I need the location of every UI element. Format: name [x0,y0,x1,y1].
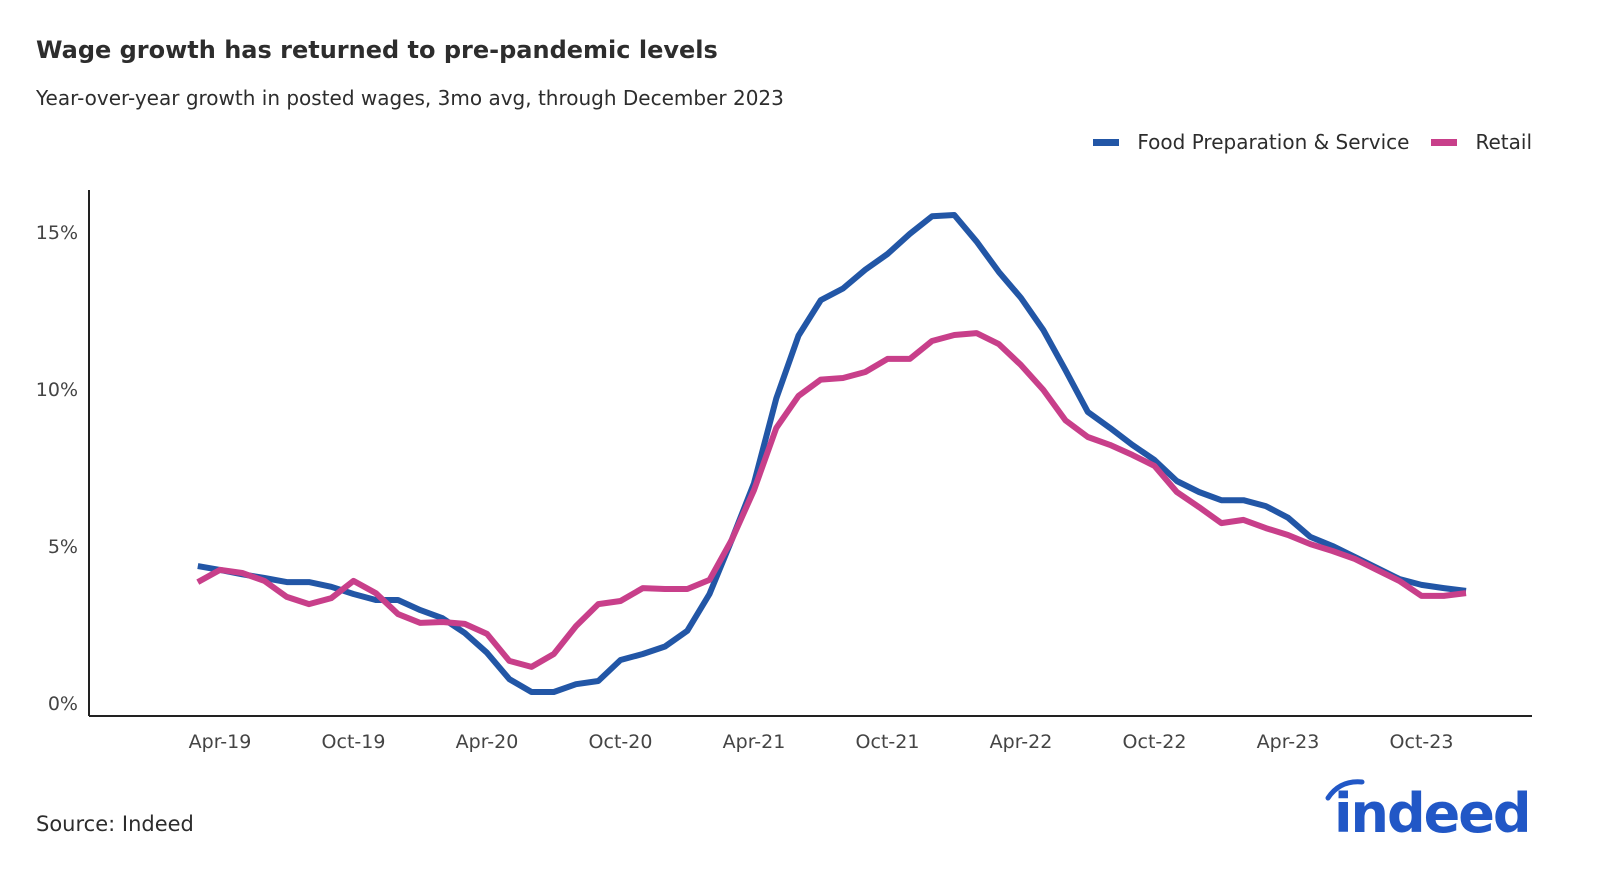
legend-label-food: Food Preparation & Service [1137,130,1410,154]
series-line-food-preparation [197,212,1467,695]
legend-swatch-food [1093,138,1120,146]
svg-text:indeed: indeed [1334,782,1530,838]
x-tick-label: Oct-19 [322,731,386,753]
x-tick-label: Oct-21 [856,731,920,753]
legend-item-food: Food Preparation & Service [1093,130,1409,154]
y-tick-label: 10% [36,379,78,401]
y-tick-label: 5% [48,536,78,558]
legend: Food Preparation & Service Retail [1071,130,1532,154]
x-tick-label: Oct-20 [589,731,653,753]
x-tick-label: Apr-19 [189,731,252,753]
legend-label-retail: Retail [1475,130,1532,154]
x-tick-label: Oct-23 [1390,731,1454,753]
indeed-logo: indeed [1324,776,1534,845]
source-note: Source: Indeed [36,812,194,836]
legend-swatch-retail [1431,138,1458,146]
y-tick-label: 15% [36,222,78,244]
chart-title: Wage growth has returned to pre-pandemic… [36,36,718,64]
series-points-retail [197,333,1467,667]
series-points-food-preparation [197,214,1467,693]
x-tick-label: Apr-20 [456,731,519,753]
x-tick-label: Apr-23 [1257,731,1320,753]
legend-item-retail: Retail [1431,130,1532,154]
chart-subtitle: Year-over-year growth in posted wages, 3… [36,86,784,110]
line-chart: 0% 5% 10% 15% Apr-19 Oct-19 Apr-20 Oct-20 Apr-2… [36,190,1532,753]
series-line-retail [196,330,1467,670]
x-tick-label: Apr-21 [723,731,786,753]
x-tick-label: Oct-22 [1123,731,1187,753]
y-tick-label: 0% [48,693,78,715]
x-tick-label: Apr-22 [990,731,1053,753]
